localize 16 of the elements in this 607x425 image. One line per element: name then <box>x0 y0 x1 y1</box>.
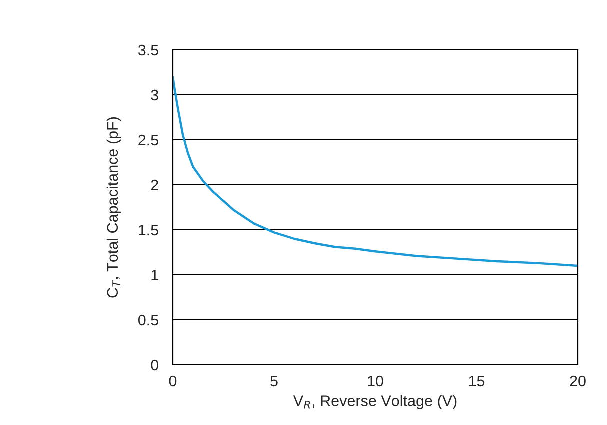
y-tick-label: 0 <box>151 360 159 371</box>
x-tick-label: 10 <box>368 376 384 387</box>
x-axis-title: V$_{R}$, Reverse Voltage (V) <box>293 395 457 410</box>
line-series <box>173 76 578 268</box>
y-tick-label: 1 <box>152 270 158 281</box>
y-tick-label: 2 <box>151 180 158 191</box>
y-tick-label: 2.5 <box>138 134 158 146</box>
x-tick-label: 5 <box>270 376 278 387</box>
y-tick-label: 1.5 <box>139 225 158 236</box>
y-tick-label: 3.5 <box>138 44 158 56</box>
y-tick-label: 0.5 <box>138 314 158 326</box>
x-tick-label: 15 <box>469 376 485 387</box>
y-tick-label: 3 <box>151 90 158 101</box>
y-axis-title: C$_{T}$, Total Capacitance (pF) <box>106 117 122 298</box>
x-tick-label: 0 <box>169 376 177 387</box>
x-tick-label: 20 <box>570 376 586 387</box>
